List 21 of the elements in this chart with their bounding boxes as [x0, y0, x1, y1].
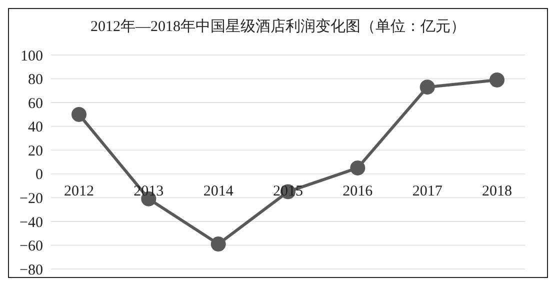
- y-tick-label: −60: [20, 238, 43, 255]
- point: [490, 72, 504, 88]
- x-tick-label: 2018: [482, 183, 512, 200]
- x-tick-label: 2016: [342, 183, 374, 200]
- point: [210, 236, 226, 252]
- y-tick-label: −20: [20, 190, 43, 207]
- y-tick-label: 40: [28, 120, 43, 136]
- y-tick-label: 80: [28, 72, 43, 88]
- x-tick-label: 2014: [203, 183, 234, 200]
- y-tick-label: −40: [20, 214, 43, 231]
- x-tick-label: 2017: [412, 183, 443, 200]
- y-tick-label: 0: [36, 167, 43, 184]
- y-tick-label: 60: [28, 96, 43, 112]
- x-tick-label: 2012: [64, 183, 94, 200]
- point: [72, 106, 86, 122]
- y-tick-label: 20: [28, 143, 43, 160]
- point: [350, 160, 366, 176]
- y-tick-label: −80: [20, 262, 43, 278]
- point: [420, 80, 435, 95]
- chart-title: 2012年—2018年中国星级酒店利润变化图（单位：亿元）: [90, 18, 466, 37]
- y-tick-label: 100: [20, 48, 43, 64]
